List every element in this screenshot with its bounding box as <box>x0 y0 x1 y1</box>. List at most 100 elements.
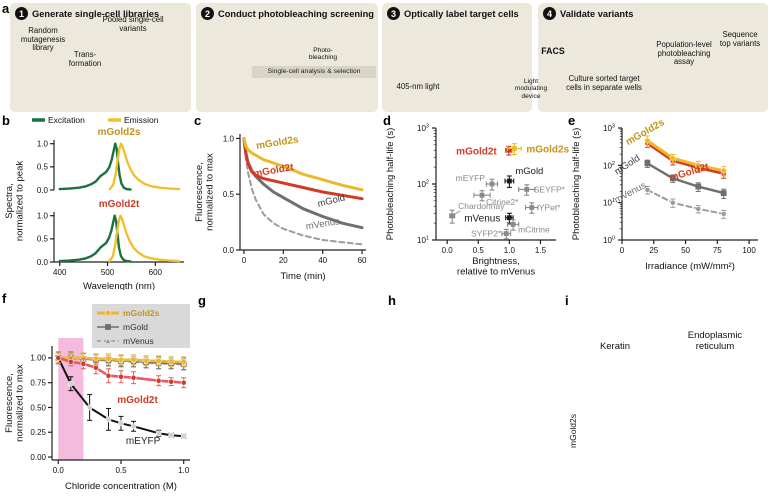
step4-title-row: 4 Validate variants <box>543 7 633 20</box>
svg-text:103: 103 <box>603 124 615 134</box>
svg-text:Spectra,: Spectra, <box>4 183 15 218</box>
svg-text:0: 0 <box>242 256 247 265</box>
svg-text:Emission: Emission <box>124 115 159 125</box>
svg-text:Photobleaching half-life (s): Photobleaching half-life (s) <box>385 128 396 240</box>
series-mGold2t <box>55 354 187 389</box>
panel-i-microscopy: i Keratin Endoplasmic reticulum mGold2s <box>562 290 768 497</box>
panel-label-d: d <box>383 113 391 128</box>
micrograph-endoplasmic-reticulum <box>676 366 768 466</box>
svg-text:101: 101 <box>603 198 615 208</box>
svg-text:1.0: 1.0 <box>178 466 190 475</box>
side-label-mgold2s: mGold2s <box>568 413 578 448</box>
svg-text:50: 50 <box>681 246 690 255</box>
svg-text:25: 25 <box>649 246 658 255</box>
chart-cytotoxicity-bars <box>386 290 566 497</box>
svg-text:0.5: 0.5 <box>115 466 127 475</box>
micrograph-keratin <box>580 366 672 466</box>
svg-text:400: 400 <box>53 268 67 277</box>
svg-text:Photobleaching half-life (s): Photobleaching half-life (s) <box>571 128 582 240</box>
svg-text:0.5: 0.5 <box>473 246 485 255</box>
label-405nm-light: 405-nm light <box>396 82 440 91</box>
step2-number-badge: 2 <box>201 7 214 20</box>
step1-title: Generate single-cell libraries <box>32 8 160 19</box>
svg-text:0.0: 0.0 <box>223 246 235 255</box>
svg-text:20: 20 <box>279 256 288 265</box>
svg-text:0.5: 0.5 <box>37 235 49 244</box>
point-mVenus: mVenus <box>464 212 514 225</box>
panel-label-b: b <box>2 113 10 128</box>
series-Emission <box>108 142 181 191</box>
series-mGold <box>644 159 727 199</box>
svg-text:Fluorescence,: Fluorescence, <box>194 162 205 222</box>
series-Excitation <box>58 214 132 263</box>
step3-title: Optically label target cells <box>404 8 519 19</box>
panel-a-step-3: 3 Optically label target cells 405-nm li… <box>382 3 547 112</box>
svg-text:mVenus: mVenus <box>613 180 649 206</box>
svg-text:normalized to max: normalized to max <box>14 364 25 442</box>
svg-text:1.0: 1.0 <box>37 140 49 149</box>
series-mGold2s <box>643 135 728 177</box>
label-sequence-top-variants: Sequence top variants <box>719 30 761 48</box>
svg-text:mEYFP: mEYFP <box>456 173 486 183</box>
svg-text:mGold2s: mGold2s <box>255 134 299 152</box>
point-SYFP2*: SYFP2* <box>471 229 512 240</box>
step4-title: Validate variants <box>560 8 634 19</box>
step1-number-badge: 1 <box>15 7 28 20</box>
svg-text:normalized to peak: normalized to peak <box>14 161 25 242</box>
svg-text:40: 40 <box>318 256 327 265</box>
svg-text:relative to mVenus: relative to mVenus <box>457 266 535 277</box>
svg-text:mVenus: mVenus <box>464 214 500 225</box>
svg-text:mGold: mGold <box>515 166 543 177</box>
label-culture-sorted: Culture sorted target cells in separate … <box>566 74 642 92</box>
svg-text:Chloride concentration (M): Chloride concentration (M) <box>65 481 177 492</box>
label-transformation: Trans- formation <box>68 50 102 68</box>
svg-text:mGold: mGold <box>123 322 148 332</box>
svg-text:100: 100 <box>603 236 615 246</box>
label-population-assay: Population-level photobleaching assay <box>656 40 712 67</box>
svg-text:Fluorescence,: Fluorescence, <box>4 373 15 433</box>
svg-text:mVenus: mVenus <box>305 216 341 232</box>
svg-text:mGold: mGold <box>316 192 346 209</box>
svg-text:1.00: 1.00 <box>30 354 46 363</box>
svg-text:Irradiance (mW/mm²): Irradiance (mW/mm²) <box>645 261 735 272</box>
svg-text:Time (min): Time (min) <box>280 271 325 282</box>
svg-text:103: 103 <box>417 124 429 134</box>
svg-text:YPet*: YPet* <box>539 203 561 213</box>
chart-spectra: Excitation Emission 0.0 0.5 1.0 mGold2s 0.0 0.5… <box>4 115 184 290</box>
point-mGold: mGold <box>504 166 543 188</box>
svg-text:mCitrine: mCitrine <box>518 224 550 234</box>
svg-text:75: 75 <box>713 246 722 255</box>
point-mCitrine: mCitrine <box>506 219 550 234</box>
label-random-mutagenesis-library: Random mutagenesis library <box>20 26 66 53</box>
svg-text:1.0: 1.0 <box>37 212 49 221</box>
legend: mGold2s mGold mVenus <box>92 304 190 348</box>
point-mGold2t: mGold2t <box>456 145 513 157</box>
svg-text:0: 0 <box>620 246 625 255</box>
axes: 0.0 0.5 1.0 0 20 40 60 Time (min) Fluorescence, n… <box>194 134 367 282</box>
svg-text:100: 100 <box>742 246 756 255</box>
svg-text:Citrine2*: Citrine2* <box>486 197 519 207</box>
axes: 101 102 103 0.0 0.5 1.0 1.5 Brightness,relative… <box>385 124 556 277</box>
panel-label-g: g <box>198 293 206 308</box>
series-mVenus <box>242 137 364 246</box>
svg-text:mGold: mGold <box>613 153 642 177</box>
image-title-keratin: Keratin <box>599 341 631 352</box>
svg-text:mGold2s: mGold2s <box>526 145 569 156</box>
svg-text:Brightness,: Brightness, <box>472 256 520 267</box>
axes: 0.0 0.5 1.0 400 500 600 Wavelength (nm) <box>37 212 184 290</box>
svg-text:0.0: 0.0 <box>53 466 65 475</box>
chart-maturation-boxplot <box>196 290 384 497</box>
step3-title-row: 3 Optically label target cells <box>387 7 519 20</box>
series-Emission <box>108 214 181 263</box>
panel-label-e: e <box>568 113 576 128</box>
series-Excitation <box>58 142 132 191</box>
svg-text:mEYFP: mEYFP <box>126 436 161 447</box>
panel-label-i: i <box>565 293 569 308</box>
step2-title-row: 2 Conduct photobleaching screening <box>201 7 374 20</box>
chart-photobleaching-time: 0.0 0.5 1.0 0 20 40 60 Time (min) Fluorescence, n… <box>194 134 367 282</box>
svg-text:0.00: 0.00 <box>30 453 46 462</box>
axes: 100 101 102 103 0 25 50 75 100 Irradiance (mW/mm²… <box>571 124 758 272</box>
panel-label-c: c <box>194 113 202 128</box>
svg-text:60: 60 <box>358 256 367 265</box>
